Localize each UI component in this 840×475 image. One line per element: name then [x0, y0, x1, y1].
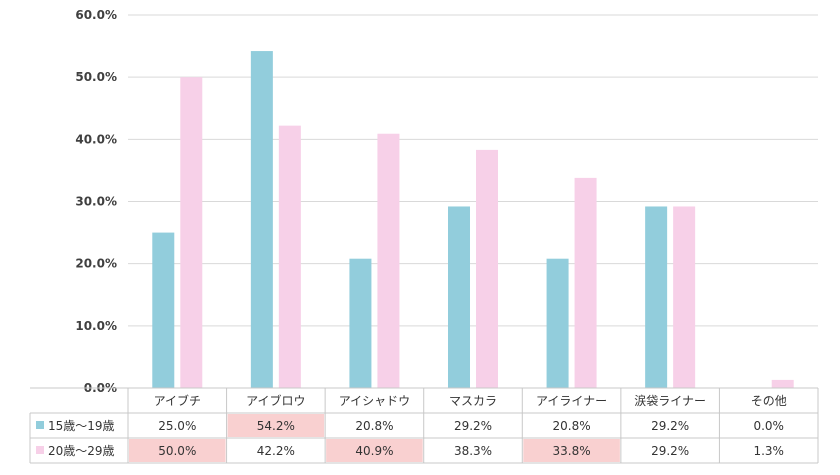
highlighted-cell — [326, 439, 423, 462]
category-label: アイシャドウ — [339, 394, 410, 408]
bars — [152, 51, 794, 389]
data-label: 29.2% — [454, 419, 492, 433]
data-label: 1.3% — [753, 444, 784, 458]
y-tick-label: 20.0% — [75, 257, 117, 271]
data-label: 40.9% — [355, 444, 393, 458]
y-tick-label: 50.0% — [75, 70, 117, 84]
highlighted-cell — [227, 414, 325, 437]
data-label: 29.2% — [651, 419, 689, 433]
data-label: 0.0% — [753, 419, 784, 433]
bar — [476, 149, 498, 388]
highlighted-cell — [523, 439, 620, 462]
category-label: マスカラ — [449, 394, 497, 408]
data-label: 25.0% — [158, 419, 196, 433]
bar — [546, 258, 569, 388]
bar — [574, 177, 597, 388]
data-label: 33.8% — [553, 444, 591, 458]
category-label: アイライナー — [536, 394, 607, 408]
data-label: 50.0% — [158, 444, 196, 458]
bar — [377, 133, 400, 388]
legend-label: 20歳～29歳 — [48, 444, 115, 458]
bar — [278, 125, 301, 388]
y-tick-label: 30.0% — [75, 195, 117, 209]
category-label: アイブチ — [154, 393, 201, 408]
data-label: 20.8% — [355, 419, 393, 433]
category-label: 涙袋ライナー — [634, 393, 706, 408]
data-label: 42.2% — [257, 444, 295, 458]
bar — [349, 258, 372, 388]
highlighted-cell — [129, 439, 226, 462]
legend-swatch — [36, 421, 44, 429]
data-label: 20.8% — [553, 419, 591, 433]
data-label: 54.2% — [257, 419, 295, 433]
data-label: 29.2% — [651, 444, 689, 458]
bar — [250, 51, 273, 388]
data-label: 38.3% — [454, 444, 492, 458]
bar — [152, 232, 175, 388]
data-table: アイブチ アイブロウ アイシャドウ マスカラ アイライナー 涙袋ライナー その他 15歳～19… — [29, 387, 819, 464]
y-tick-label: 60.0% — [75, 8, 117, 22]
bar — [448, 206, 470, 388]
bar — [673, 206, 696, 388]
y-tick-label: 10.0% — [75, 319, 117, 333]
bar — [771, 379, 794, 388]
y-axis: 0.0%10.0%20.0%30.0%40.0%50.0%60.0% — [75, 8, 117, 395]
category-label: その他 — [751, 394, 787, 408]
bar — [645, 206, 668, 388]
legend-swatch — [36, 446, 44, 454]
gridlines — [128, 14, 818, 327]
category-label: アイブロウ — [246, 393, 305, 408]
bar — [180, 77, 203, 389]
legend-label: 15歳～19歳 — [48, 419, 115, 433]
y-tick-label: 40.0% — [75, 132, 117, 146]
